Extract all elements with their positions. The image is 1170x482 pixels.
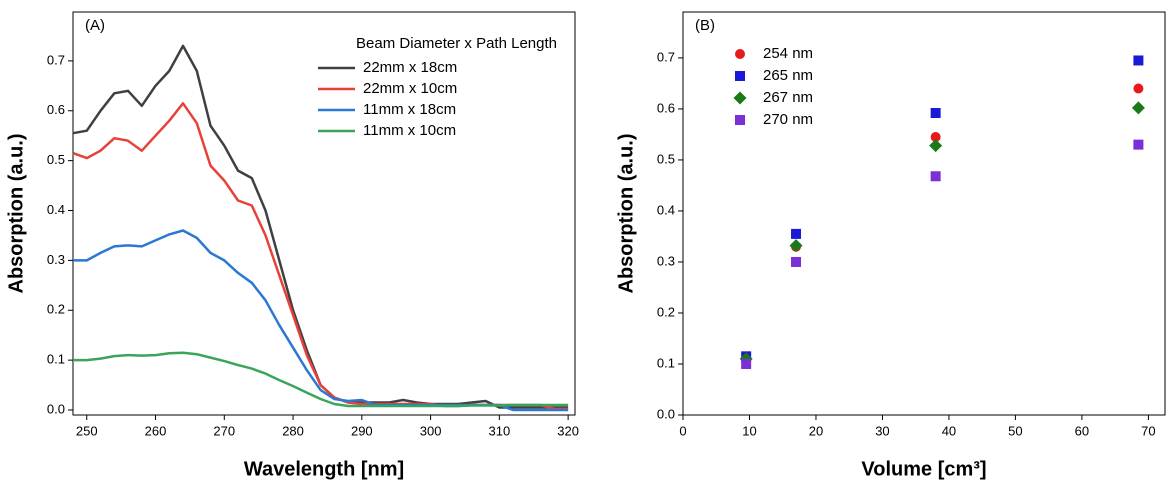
legend-title: Beam Diameter x Path Length: [356, 35, 557, 52]
marker: [1131, 101, 1145, 115]
y-tick-label: 0.5: [657, 151, 675, 166]
y-tick-label: 0.0: [47, 401, 65, 416]
x-tick-label: 20: [809, 423, 823, 438]
x-tick-label: 0: [679, 423, 686, 438]
marker: [735, 115, 745, 125]
x-tick-label: 10: [742, 423, 756, 438]
x-tick-label: 70: [1141, 423, 1155, 438]
y-tick-label: 0.4: [657, 202, 675, 217]
x-tick-label: 270: [213, 423, 235, 438]
y-tick-label: 0.0: [657, 406, 675, 421]
x-tick-label: 260: [145, 423, 167, 438]
x-tick-label: 290: [351, 423, 373, 438]
y-axis-title: Absorption (a.u.): [5, 134, 27, 294]
marker: [929, 139, 943, 153]
x-axis-title: Wavelength [nm]: [244, 458, 404, 480]
x-tick-label: 60: [1075, 423, 1089, 438]
y-tick-label: 0.6: [47, 102, 65, 117]
x-tick-label: 320: [557, 423, 579, 438]
line-series: [73, 351, 569, 408]
legend-label: 265 nm: [763, 67, 813, 84]
line-series: [72, 44, 569, 409]
y-tick-label: 0.1: [657, 355, 675, 370]
x-tick-label: 40: [942, 423, 956, 438]
line-series: [72, 102, 569, 411]
panel-label: (B): [695, 17, 715, 34]
legend-label: 267 nm: [763, 89, 813, 106]
marker: [735, 49, 745, 59]
x-tick-label: 50: [1008, 423, 1022, 438]
y-tick-label: 0.3: [47, 252, 65, 267]
legend-label: 11mm x 18cm: [363, 101, 456, 118]
marker: [733, 91, 747, 105]
y-tick-label: 0.7: [657, 49, 675, 64]
legend-label: 11mm x 10cm: [363, 122, 456, 139]
plot-frame: [72, 11, 576, 416]
legend-label: 254 nm: [763, 45, 813, 62]
x-tick-label: 280: [282, 423, 304, 438]
y-tick-label: 0.7: [47, 52, 65, 67]
marker: [1133, 55, 1144, 66]
x-tick-label: 310: [489, 423, 511, 438]
y-tick-label: 0.3: [657, 253, 675, 268]
marker: [791, 228, 802, 239]
marker: [735, 71, 745, 81]
panel-label: (A): [85, 17, 105, 34]
marker: [741, 358, 752, 369]
marker: [1133, 83, 1144, 94]
marker: [930, 171, 941, 182]
y-tick-label: 0.2: [657, 304, 675, 319]
marker: [930, 108, 941, 119]
y-axis-title: Absorption (a.u.): [615, 134, 637, 294]
x-tick-label: 250: [76, 423, 98, 438]
y-tick-label: 0.4: [47, 202, 65, 217]
marker: [1133, 139, 1144, 150]
marker: [791, 256, 802, 267]
x-tick-label: 30: [875, 423, 889, 438]
y-tick-label: 0.6: [657, 100, 675, 115]
legend-label: 22mm x 18cm: [363, 59, 457, 76]
legend-label: 270 nm: [763, 111, 813, 128]
marker: [930, 131, 941, 142]
plot-frame: [682, 11, 1166, 416]
x-tick-label: 300: [420, 423, 442, 438]
x-axis-title: Volume [cm³]: [861, 458, 986, 480]
legend-label: 22mm x 10cm: [363, 80, 457, 97]
y-tick-label: 0.5: [47, 152, 65, 167]
marker: [789, 239, 803, 253]
y-tick-label: 0.2: [47, 302, 65, 317]
y-tick-label: 0.1: [47, 352, 65, 367]
